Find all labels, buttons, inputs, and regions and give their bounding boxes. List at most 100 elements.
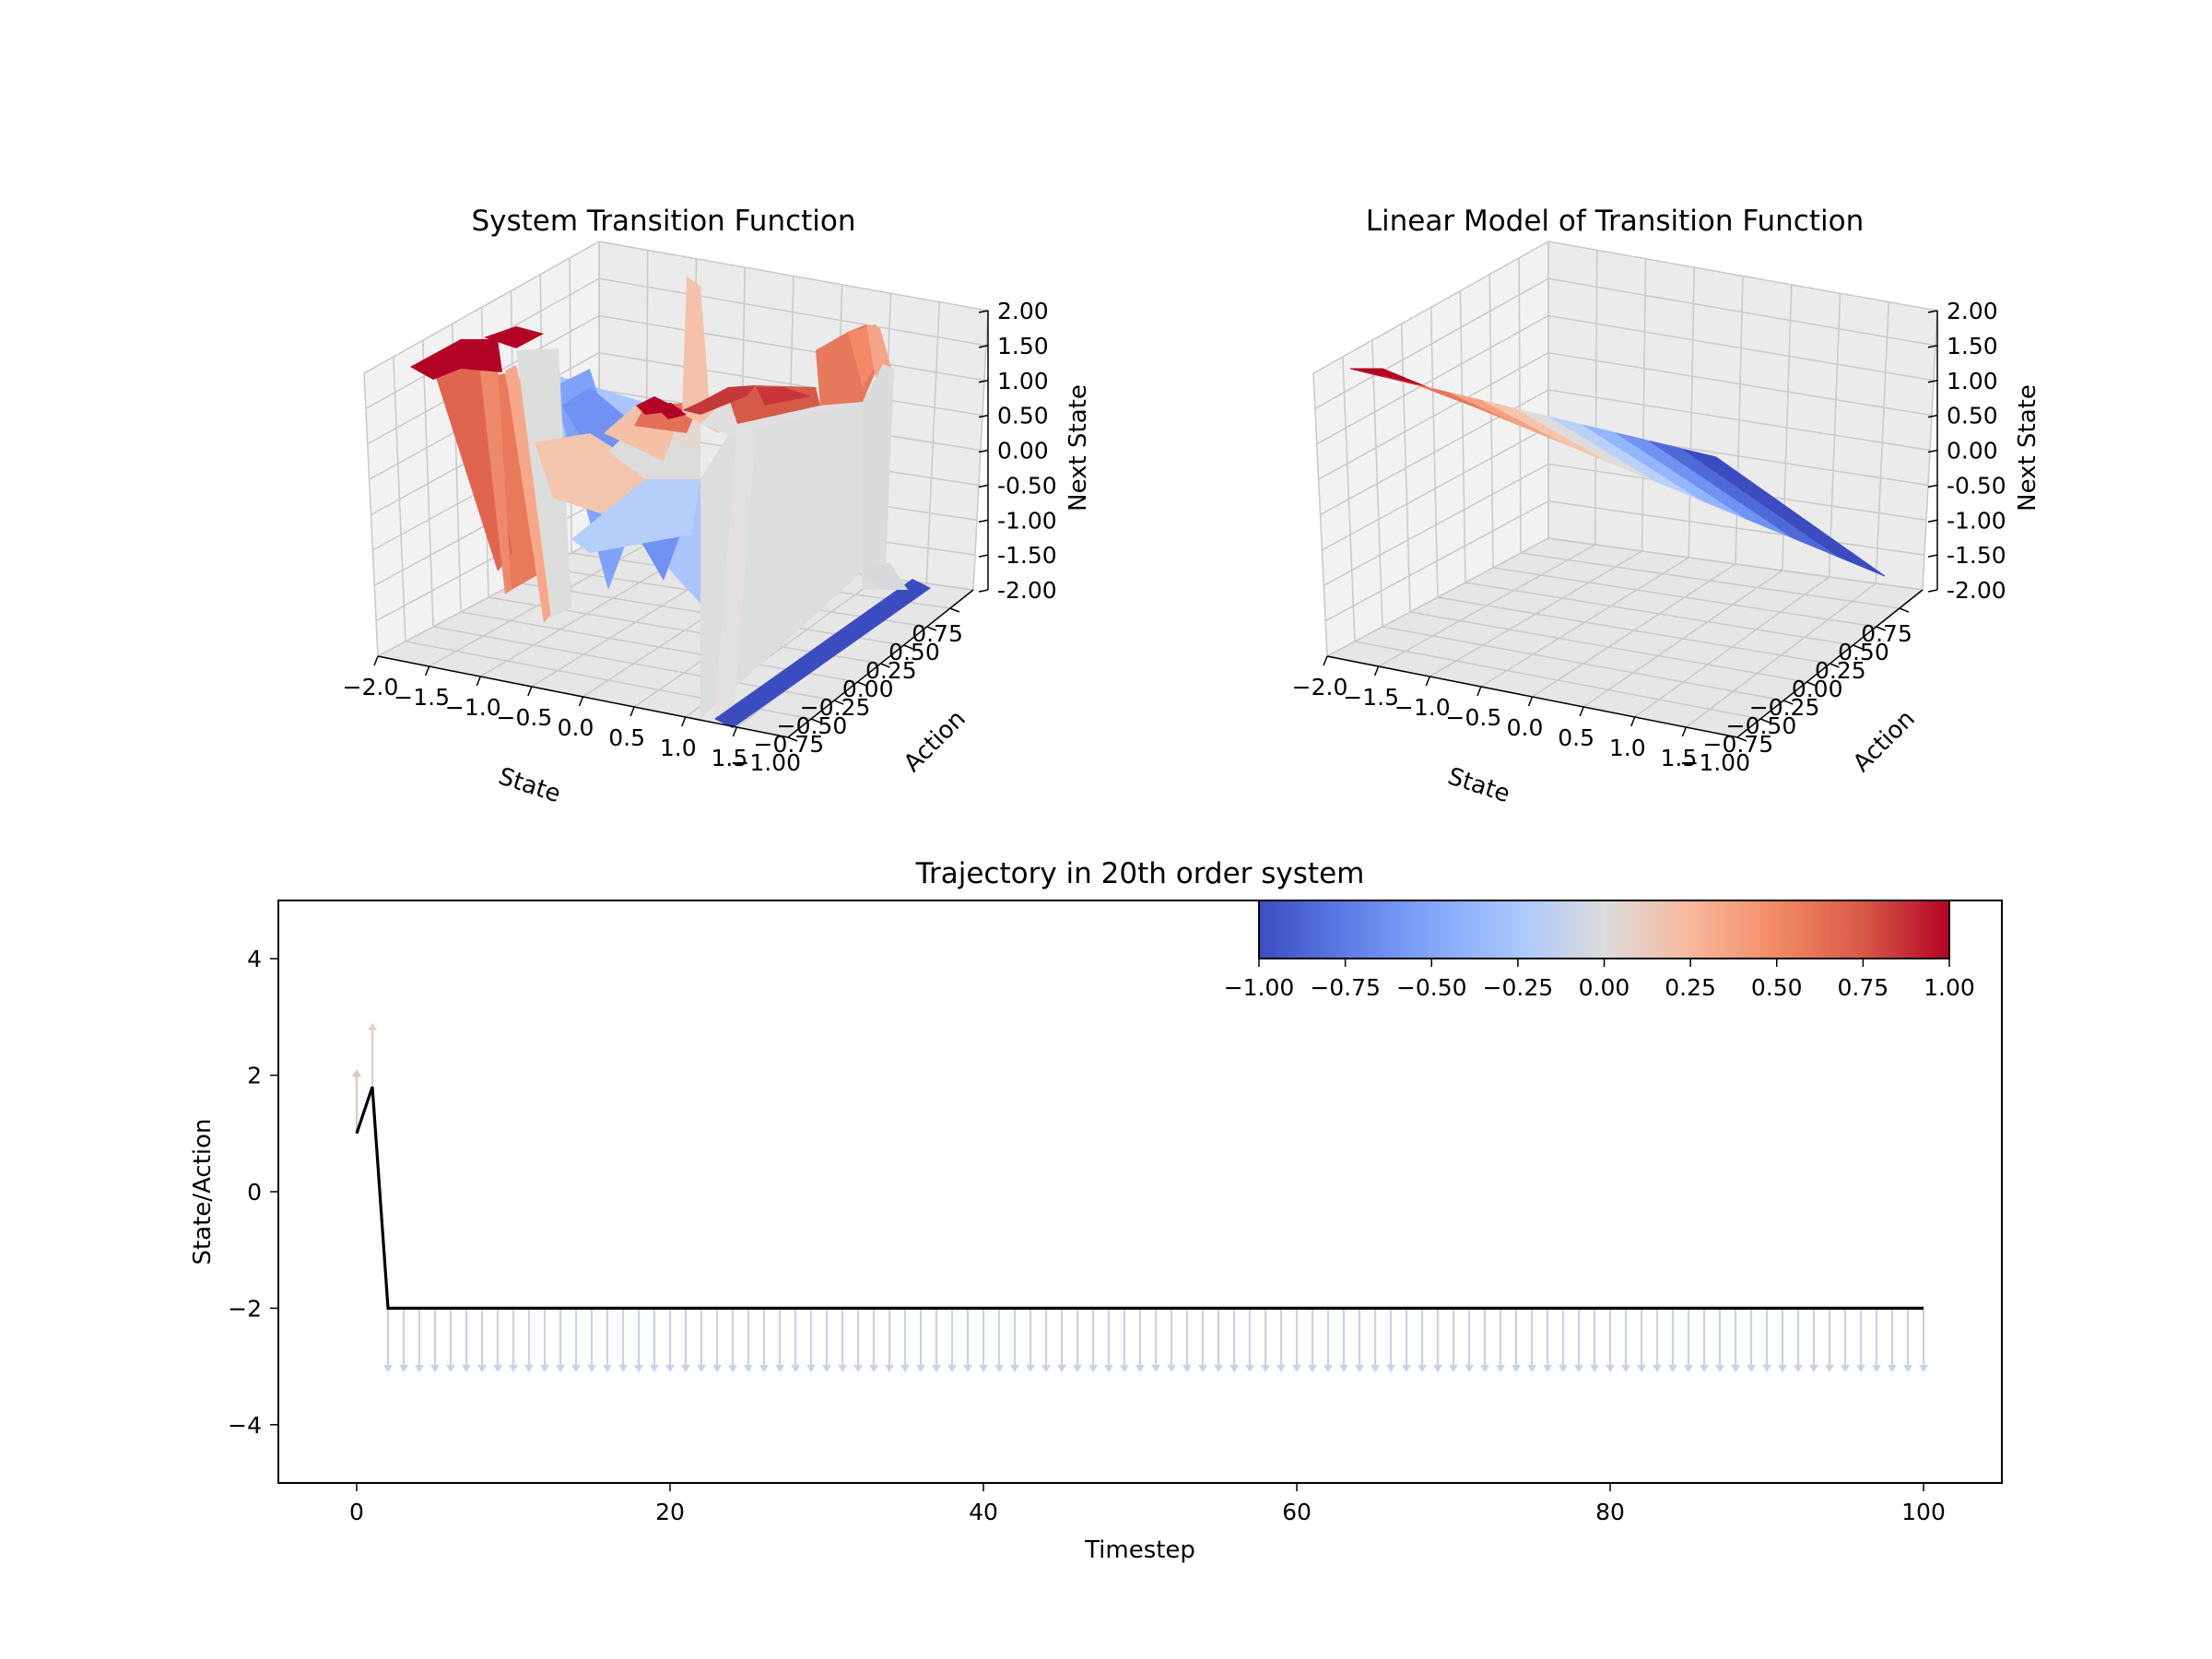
y-tick-label: 0.25 — [1815, 657, 1866, 684]
y-tick-label: −0.50 — [1726, 712, 1797, 739]
action-arrow-head — [775, 1364, 784, 1372]
colorbar-tick-label: −0.50 — [1396, 974, 1467, 1001]
y-tick-label: 2 — [247, 1063, 262, 1089]
action-arrow-head — [1135, 1364, 1145, 1372]
action-arrow-head — [744, 1364, 753, 1372]
action-arrow-head — [1198, 1364, 1207, 1372]
action-arrow-head — [1371, 1364, 1380, 1372]
action-arrow-head — [806, 1364, 816, 1372]
x-tick-label: 0.5 — [1558, 724, 1594, 751]
y-tick-label: −0.25 — [1749, 694, 1820, 721]
subplot1-title: System Transition Function — [471, 205, 855, 238]
action-arrow-head — [1073, 1364, 1082, 1372]
plot-area — [277, 900, 2003, 1484]
action-arrow-head — [1856, 1364, 1865, 1372]
z-tick-label: 1.00 — [997, 368, 1049, 394]
colorbar-gradient — [1258, 900, 1950, 959]
x-axis-ticks: 0 20 40 60 80 100 — [349, 1483, 1946, 1525]
action-arrow-head — [352, 1069, 361, 1077]
action-arrow-head — [728, 1364, 737, 1372]
action-arrow-head — [947, 1364, 957, 1372]
action-arrow-head — [430, 1364, 440, 1372]
action-arrow-head — [1872, 1364, 1881, 1372]
action-arrow-head — [415, 1364, 424, 1372]
action-arrow-head — [1621, 1364, 1630, 1372]
colorbar: −1.00 −0.75 −0.50 −0.25 0.00 0.25 0.50 0.75 1.00 — [1224, 900, 1975, 1001]
linear-model-subplot: Linear Model of Transition Function −2.0… — [1292, 205, 2041, 808]
colorbar-tick-label: 0.25 — [1665, 974, 1716, 1001]
action-arrow-head — [1261, 1364, 1270, 1372]
action-arrow-head — [603, 1364, 612, 1372]
y-tick-label: −0.75 — [1703, 731, 1774, 758]
z-tick-label: 0.50 — [1947, 403, 1998, 429]
action-arrow-head — [1496, 1364, 1505, 1372]
action-arrow-head — [1762, 1364, 1771, 1372]
action-arrow-head — [587, 1364, 596, 1372]
z-tick-label: 0.50 — [997, 403, 1049, 429]
action-arrow-head — [1355, 1364, 1364, 1372]
state-trajectory-line — [355, 1086, 1924, 1311]
action-arrow-head — [1057, 1364, 1066, 1372]
subplot2-ticks: −2.0−1.5−1.0−0.5 0.0 0.5 1.0 1.5−1.00−0.75−0… — [1292, 298, 2006, 776]
colorbar-tick-label: 0.00 — [1579, 974, 1630, 1001]
x-tick-label: −0.5 — [497, 704, 553, 731]
z-tick-label: -1.50 — [997, 542, 1057, 569]
action-arrow-head — [979, 1364, 988, 1372]
system-surface — [410, 276, 931, 728]
linear-model-surface — [1349, 368, 1886, 577]
action-arrow-head — [1182, 1364, 1192, 1372]
z-tick-label: -1.50 — [1947, 542, 2006, 569]
action-arrow-head — [1324, 1364, 1333, 1372]
action-arrow-head — [681, 1364, 690, 1372]
y-tick-label: 0.25 — [865, 657, 917, 684]
x-tick-label: 100 — [1901, 1499, 1946, 1525]
action-arrow-head — [1559, 1364, 1568, 1372]
action-arrow-head — [446, 1364, 455, 1372]
action-arrow-head — [994, 1364, 1004, 1372]
z-tick-label: -1.00 — [1947, 507, 2006, 534]
z-tick-label: 2.00 — [1947, 298, 1998, 324]
z-tick-label: -2.00 — [1947, 577, 2006, 604]
system-transition-subplot: System Transition Function — [343, 205, 1092, 808]
x-tick-label: 1.5 — [711, 745, 747, 771]
z-tick-label: 1.00 — [1947, 368, 1998, 394]
colorbar-tick-label: −0.25 — [1483, 974, 1554, 1001]
action-arrow-head — [1292, 1364, 1301, 1372]
action-arrow-head — [1684, 1364, 1693, 1372]
subplot1-ylabel: Action — [899, 705, 971, 778]
action-arrow-head — [1308, 1364, 1317, 1372]
action-arrow-head — [1825, 1364, 1834, 1372]
action-arrow-head — [1230, 1364, 1239, 1372]
action-arrow-head — [869, 1364, 878, 1372]
action-arrow-head — [1010, 1364, 1019, 1372]
x-tick-label: −0.5 — [1446, 704, 1502, 731]
y-tick-label: −4 — [228, 1412, 262, 1439]
z-tick-label: -2.00 — [997, 577, 1057, 604]
action-arrow-head — [1465, 1364, 1474, 1372]
x-tick-label: 0.5 — [608, 724, 645, 751]
x-tick-label: 0 — [349, 1499, 364, 1525]
action-arrow-head — [1041, 1364, 1051, 1372]
subplot2-grid — [1312, 241, 1938, 738]
action-arrow-head — [1668, 1364, 1677, 1372]
action-arrow-head — [540, 1364, 549, 1372]
y-tick-label: 0.75 — [1861, 620, 1912, 647]
y-tick-label: 0.50 — [888, 639, 940, 665]
y-tick-label: −0.50 — [777, 712, 848, 739]
action-arrow-head — [1512, 1364, 1521, 1372]
action-arrow-head — [1919, 1364, 1928, 1372]
action-arrow-head — [838, 1364, 847, 1372]
action-arrow-head — [885, 1364, 894, 1372]
subplot1-ticks: −2.0−1.5−1.0−0.5 0.0 0.5 1.0 1.5−1.00−0.75−0… — [343, 298, 1057, 776]
action-arrow-head — [524, 1364, 534, 1372]
action-arrow-head — [368, 1022, 377, 1030]
action-arrow-head — [477, 1364, 487, 1372]
action-arrow-head — [1903, 1364, 1912, 1372]
x-tick-label: 80 — [1595, 1499, 1625, 1525]
x-tick-label: −1.0 — [1394, 694, 1451, 721]
action-arrow-head — [1809, 1364, 1818, 1372]
action-arrow-head — [1214, 1364, 1223, 1372]
action-arrow-head — [1386, 1364, 1395, 1372]
action-arrow-head — [1888, 1364, 1897, 1372]
